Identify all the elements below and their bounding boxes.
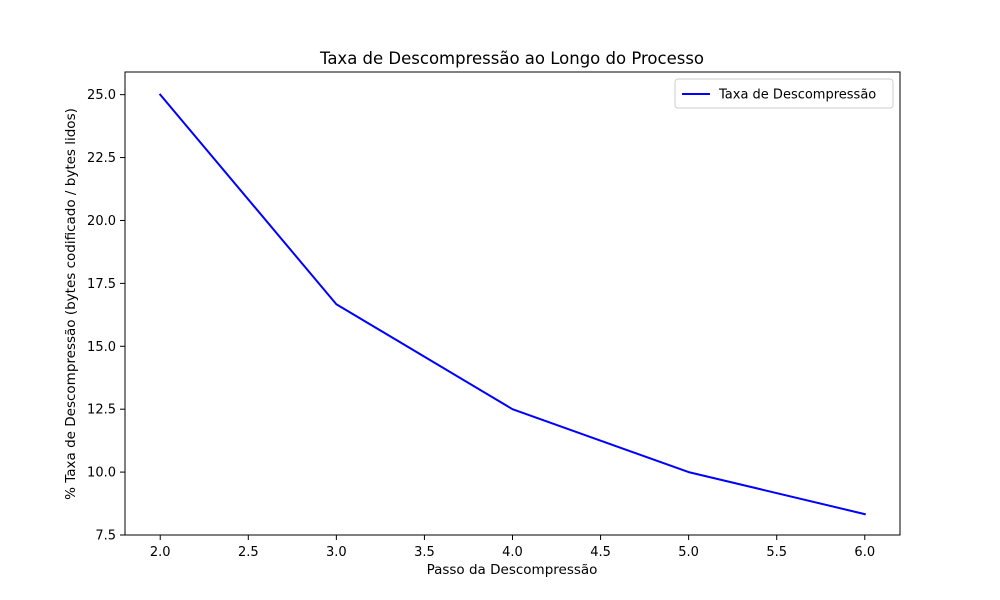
series-line (158, 93, 866, 516)
y-tick-label: 20.0 (87, 214, 116, 229)
y-tick-label: 25.0 (87, 88, 116, 103)
y-tick-label: 22.5 (87, 151, 116, 166)
y-axis-title: % Taxa de Descompressão (bytes codificad… (63, 108, 79, 500)
legend: Taxa de Descompressão (674, 78, 894, 109)
chart-title: Taxa de Descompressão ao Longo do Proces… (319, 49, 704, 68)
x-tick-label: 3.0 (326, 545, 347, 560)
y-tick-label: 17.5 (87, 277, 116, 292)
legend-box (674, 78, 894, 109)
y-tick-label: 10.0 (87, 466, 116, 481)
y-tick-label: 7.5 (95, 529, 116, 544)
x-tick-label: 5.0 (678, 545, 699, 560)
x-tick-label: 3.5 (414, 545, 435, 560)
x-tick-label: 6.0 (854, 545, 875, 560)
legend-label: Taxa de Descompressão (718, 88, 876, 103)
x-axis-title: Passo da Descompressão (427, 562, 598, 578)
x-tick-label: 2.5 (238, 545, 259, 560)
y-tick-label: 12.5 (87, 403, 116, 418)
x-tick-label: 5.5 (766, 545, 787, 560)
y-tick-label: 15.0 (87, 340, 116, 355)
x-tick-label: 2.0 (150, 545, 171, 560)
plot-area: 2.0 2.5 3.0 3.5 4.0 4.5 5.0 5.5 6.0 7.5 10.0 12.5 15… (87, 71, 901, 560)
x-tick-label: 4.0 (502, 545, 523, 560)
x-tick-label: 4.5 (590, 545, 611, 560)
